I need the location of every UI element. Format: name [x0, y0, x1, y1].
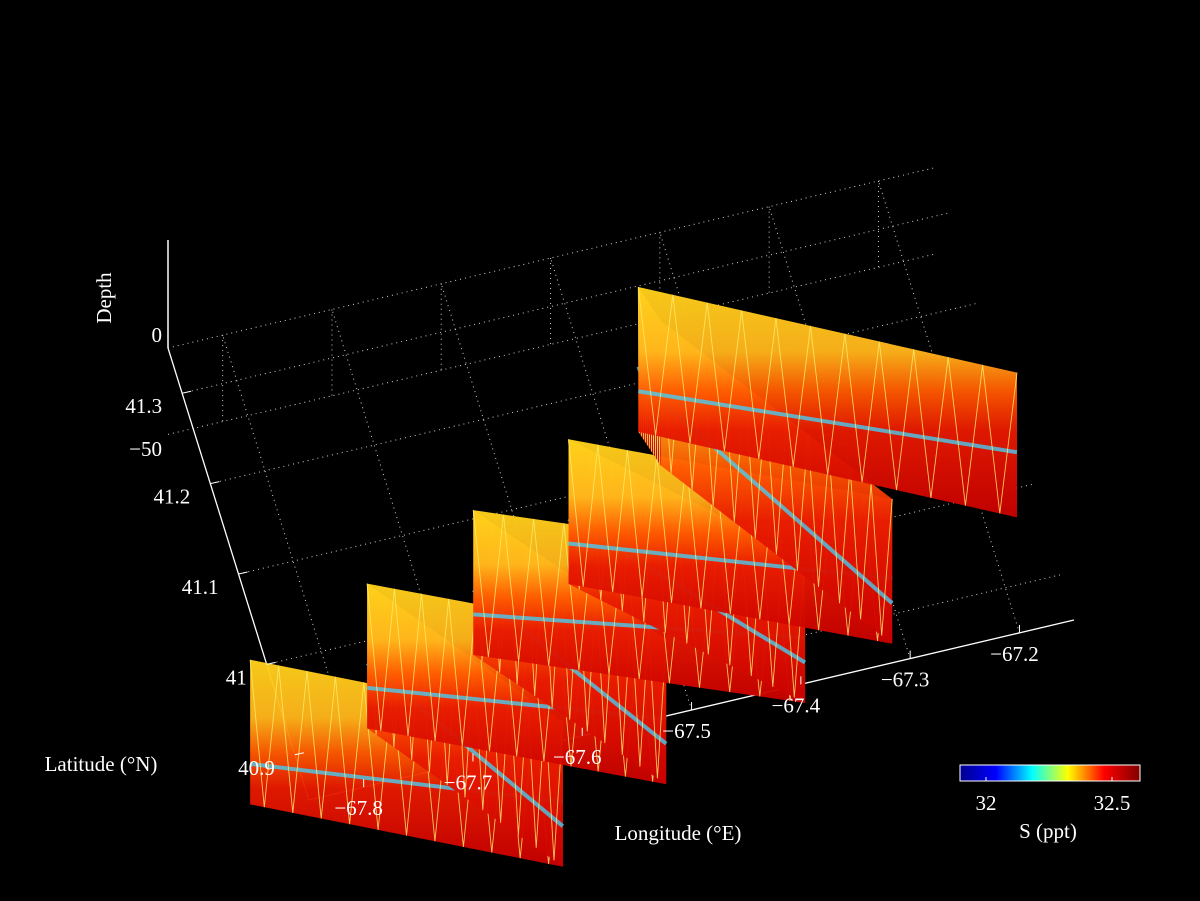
- salinity-sections: [249, 286, 1018, 867]
- latitude-tick-mark: [294, 752, 305, 756]
- colorbar-tick-label-32-5: 32.5: [1094, 791, 1131, 815]
- latitude-tick-label: 41.1: [182, 575, 219, 599]
- depth-tick-label: −50: [129, 437, 162, 461]
- section-surface: [638, 287, 1017, 518]
- grid-line: [167, 167, 934, 349]
- latitude-tick-labels: 40.9 41 41.1 41.2 41.3: [125, 390, 305, 780]
- grid-line: [210, 303, 976, 485]
- longitude-tick-label: −67.6: [553, 745, 602, 769]
- grid-line: [181, 212, 948, 394]
- grid-line: [167, 254, 934, 435]
- section-low-salinity-band: [638, 389, 1018, 455]
- latitude-tick-mark: [266, 661, 276, 665]
- longitude-tick-label: −67.4: [772, 693, 821, 717]
- latitude-tick-mark: [238, 571, 248, 575]
- longitude-tick-label: −67.8: [334, 796, 383, 820]
- latitude-tick-label: 41.2: [154, 485, 191, 509]
- longitude-axis-label: Longitude (°E): [615, 821, 742, 845]
- colorbar: 32 32.5 S (ppt): [959, 764, 1141, 843]
- depth-axis-label: Depth: [92, 272, 116, 324]
- colorbar-label: S (ppt): [1019, 819, 1077, 843]
- colorbar-gradient: [959, 764, 1141, 782]
- track-section: [637, 286, 1018, 518]
- colorbar-tick-label-32: 32: [976, 791, 997, 815]
- latitude-tick-label: 41: [226, 665, 247, 689]
- longitude-tick-label: −67.3: [881, 668, 930, 692]
- longitude-tick-label: −67.7: [444, 770, 493, 794]
- longitude-tick-label: −67.2: [990, 642, 1039, 666]
- longitude-tick-labels: −67.8 −67.7 −67.6 −67.5 −67.4 −67.3 −67.2: [334, 624, 1039, 820]
- latitude-axis-label: Latitude (°N): [45, 752, 158, 776]
- latitude-tick-label: 40.9: [238, 756, 275, 780]
- longitude-tick-label: −67.5: [662, 719, 711, 743]
- depth-tick-labels: 0 −50: [129, 323, 162, 461]
- depth-tick-label: 0: [152, 323, 163, 347]
- ctd-profile-trace: [637, 286, 1018, 514]
- latitude-tick-label: 41.3: [125, 394, 162, 418]
- grid-line: [238, 393, 1004, 575]
- latitude-tick-mark: [181, 390, 192, 394]
- latitude-tick-mark: [210, 481, 220, 485]
